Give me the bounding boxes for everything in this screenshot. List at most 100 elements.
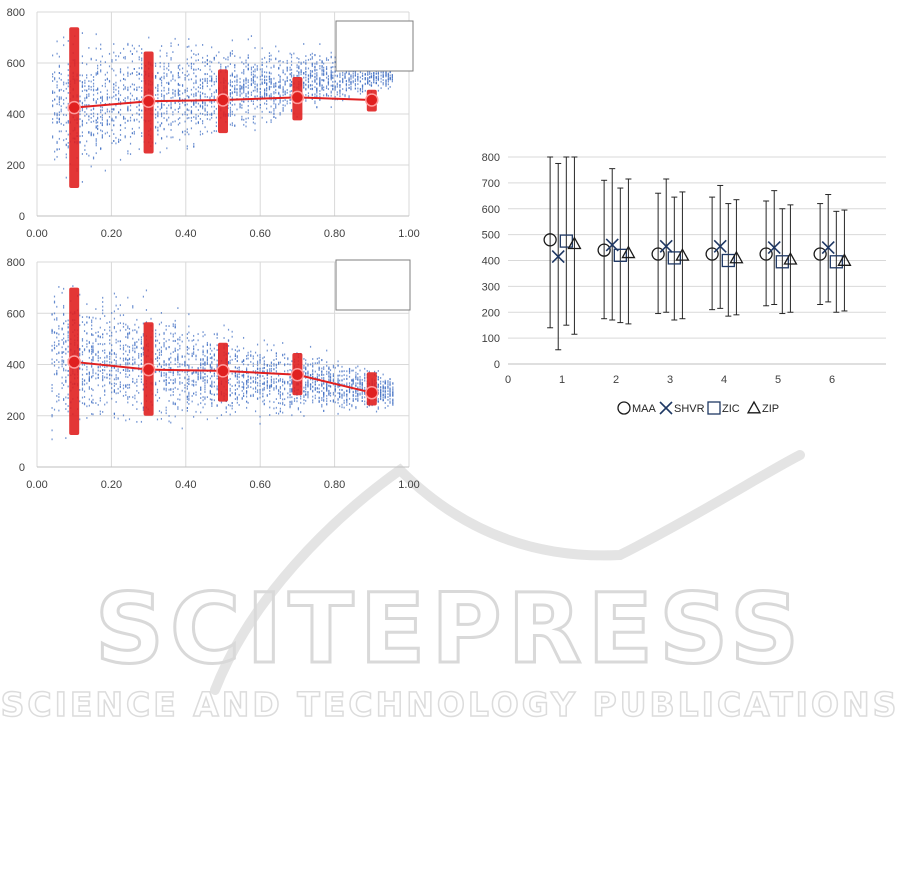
scatter-point <box>273 388 275 391</box>
scatter-point <box>250 68 253 71</box>
scatter-point <box>387 381 389 384</box>
scatter-point <box>355 398 357 400</box>
scatter-point <box>141 116 143 119</box>
scatter-point <box>97 357 99 360</box>
scatter-point <box>307 77 310 80</box>
scatter-point <box>115 378 117 381</box>
scatter-point <box>243 85 245 87</box>
scatter-point <box>215 107 217 110</box>
scatter-point <box>273 109 275 112</box>
scatter-point <box>298 67 300 70</box>
scatter-point <box>179 68 181 71</box>
scatter-point <box>60 96 62 99</box>
scatter-point <box>115 59 117 61</box>
scatter-point <box>247 384 249 387</box>
scatter-point <box>159 125 161 128</box>
scatter-point <box>136 50 138 53</box>
scatter-point <box>97 331 99 333</box>
scatter-point <box>361 387 363 390</box>
scatter-point <box>252 76 254 79</box>
scatter-point <box>158 397 161 399</box>
scatter-point <box>188 393 190 395</box>
scatter-point <box>323 62 325 65</box>
scatter-point <box>227 344 230 347</box>
scatter-point <box>254 387 257 390</box>
scatter-point <box>359 369 361 372</box>
scatter-point <box>67 393 69 396</box>
scatter-point <box>134 350 136 353</box>
scatter-point <box>316 73 318 76</box>
scatter-point <box>328 392 330 395</box>
scatter-point <box>270 361 273 364</box>
mean-point <box>141 94 156 108</box>
scatter-point <box>346 404 348 407</box>
scatter-point <box>79 125 81 128</box>
scatter-point <box>270 94 272 97</box>
scatter-point <box>141 63 143 66</box>
scatter-point <box>177 88 180 91</box>
scatter-point <box>202 363 204 366</box>
scatter-point <box>254 410 257 413</box>
scatter-point <box>263 360 265 363</box>
scatter-point <box>377 400 379 403</box>
scatter-point <box>268 75 271 78</box>
scatter-point <box>92 345 94 348</box>
scatter-point <box>136 89 138 92</box>
scatter-point <box>127 75 129 77</box>
scatter-point <box>279 98 281 101</box>
scatter-point <box>124 136 126 139</box>
scatter-point <box>165 325 167 327</box>
scatter-point <box>334 95 336 98</box>
scatter-point <box>303 82 305 85</box>
scatter-point <box>174 381 176 384</box>
scatter-point <box>177 361 179 364</box>
scatter-point <box>369 83 371 86</box>
scatter-point <box>352 398 354 400</box>
scatter-point <box>377 78 380 80</box>
scatter-point <box>124 121 126 124</box>
scatter-point <box>300 69 302 71</box>
scatter-point <box>90 131 92 134</box>
scatter-point <box>385 82 387 84</box>
scatter-point <box>305 66 307 69</box>
scatter-point <box>282 110 284 112</box>
scatter-point <box>284 404 286 406</box>
scatter-point <box>179 97 181 100</box>
scatter-point <box>172 388 174 391</box>
scatter-point <box>88 373 90 376</box>
scatter-point <box>156 365 159 368</box>
scatter-point <box>384 406 386 409</box>
scatter-point <box>275 91 277 94</box>
scatter-point <box>168 325 170 327</box>
scatter-point <box>118 111 120 114</box>
scatter-point <box>238 380 240 383</box>
scatter-point <box>273 100 275 103</box>
scatter-point <box>387 78 389 80</box>
scatter-point <box>127 337 129 339</box>
scatter-point <box>266 385 268 388</box>
scatter-point <box>329 369 332 372</box>
scatter-point <box>58 101 60 104</box>
scatter-point <box>290 56 293 59</box>
scatter-point <box>109 377 111 380</box>
scatter-point <box>181 84 184 86</box>
scatter-point <box>337 385 339 387</box>
scatter-point <box>273 359 275 361</box>
scatter-point <box>284 353 286 356</box>
scatter-point <box>193 53 195 55</box>
scatter-point <box>79 80 81 82</box>
scatter-point <box>213 354 215 357</box>
scatter-point <box>83 396 86 398</box>
scatter-point <box>141 132 143 134</box>
scatter-point <box>215 78 217 80</box>
scatter-point <box>138 67 140 70</box>
scatter-point <box>83 349 86 352</box>
scatter-point <box>336 93 338 96</box>
scatter-point <box>61 387 63 390</box>
scatter-point <box>184 371 186 374</box>
scatter-point <box>239 87 241 90</box>
scatter-point <box>141 90 143 92</box>
scatter-point <box>168 415 170 417</box>
scatter-point <box>345 84 347 87</box>
